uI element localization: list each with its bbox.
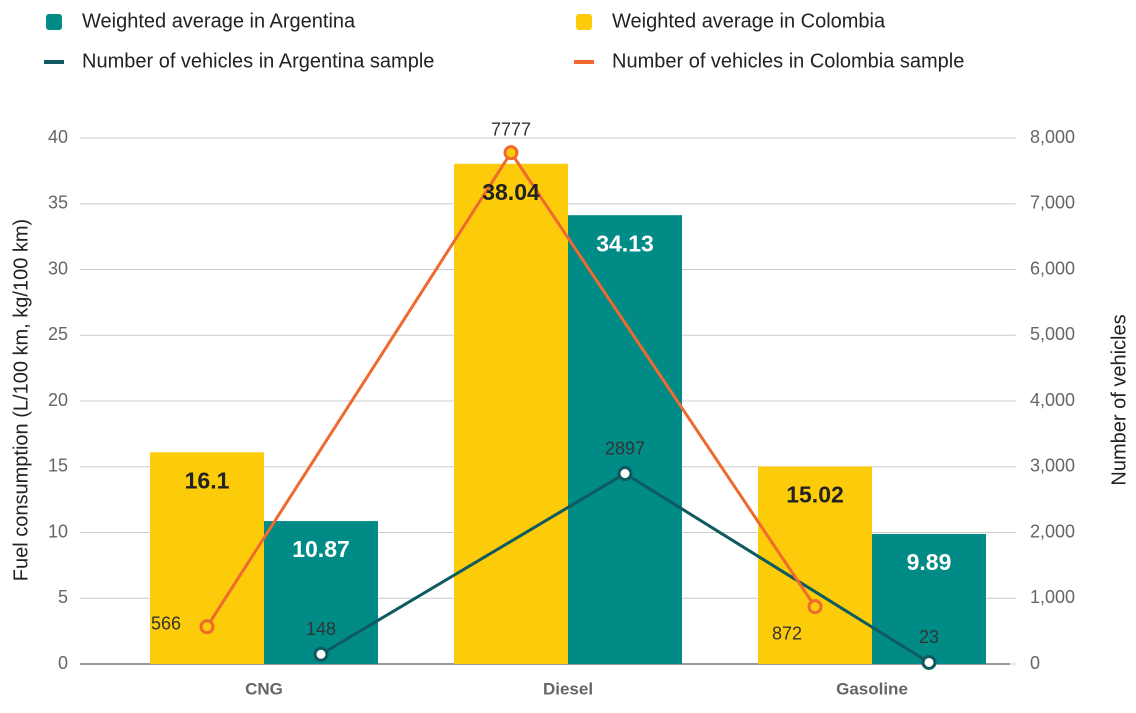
y2-tick-label: 7,000	[1030, 193, 1075, 213]
legend-label: Weighted average in Argentina	[82, 10, 356, 32]
x-tick-label: Gasoline	[836, 679, 908, 698]
y2-axis-title: Number of vehicles	[1108, 314, 1130, 485]
bar-label: 34.13	[596, 230, 654, 256]
line-point	[503, 145, 519, 161]
legend-label: Number of vehicles in Argentina sample	[82, 50, 434, 72]
legend-label: Weighted average in Colombia	[612, 10, 886, 32]
line-label: 872	[772, 623, 802, 643]
y-tick-label: 15	[48, 456, 68, 476]
y-tick-label: 5	[58, 587, 68, 607]
line-label: 23	[919, 627, 939, 647]
y2-tick-label: 0	[1030, 653, 1040, 673]
bar	[264, 521, 378, 664]
legend-swatch	[44, 60, 64, 64]
bar	[872, 533, 986, 664]
y-axis-title: Fuel consumption (L/100 km, kg/100 km)	[10, 219, 32, 581]
y2-tick-label: 6,000	[1030, 258, 1075, 278]
bar-label: 38.04	[482, 179, 540, 205]
line-label: 566	[151, 614, 181, 634]
line-point	[921, 654, 937, 670]
y2-tick-label: 3,000	[1030, 456, 1075, 476]
legend-swatch	[576, 14, 592, 30]
legend-swatch	[46, 14, 62, 30]
y-tick-label: 10	[48, 521, 68, 541]
line-label: 148	[306, 619, 336, 639]
y2-tick-label: 2,000	[1030, 521, 1075, 541]
y2-tick-label: 5,000	[1030, 324, 1075, 344]
y-tick-label: 20	[48, 390, 68, 410]
line-point	[313, 646, 329, 662]
y2-tick-label: 1,000	[1030, 587, 1075, 607]
line-label: 2897	[605, 438, 645, 458]
line-point	[807, 599, 823, 615]
legend-swatch	[574, 60, 594, 64]
y-tick-label: 35	[48, 193, 68, 213]
y-tick-label: 25	[48, 324, 68, 344]
y-tick-label: 40	[48, 127, 68, 147]
y-tick-label: 30	[48, 258, 68, 278]
bar-label: 10.87	[292, 536, 350, 562]
bar-label: 16.1	[185, 467, 230, 493]
legend-label: Number of vehicles in Colombia sample	[612, 50, 964, 72]
x-tick-label: Diesel	[543, 679, 593, 698]
x-tick-label: CNG	[245, 679, 283, 698]
y2-tick-label: 8,000	[1030, 127, 1075, 147]
y2-tick-label: 4,000	[1030, 390, 1075, 410]
bar-label: 15.02	[786, 482, 844, 508]
bar-label: 9.89	[907, 549, 952, 575]
line-point	[199, 619, 215, 635]
line-label: 7777	[491, 119, 531, 139]
y-tick-label: 0	[58, 653, 68, 673]
line-point	[617, 466, 633, 482]
bar	[568, 215, 682, 665]
bar	[454, 163, 568, 665]
bar	[758, 466, 872, 664]
